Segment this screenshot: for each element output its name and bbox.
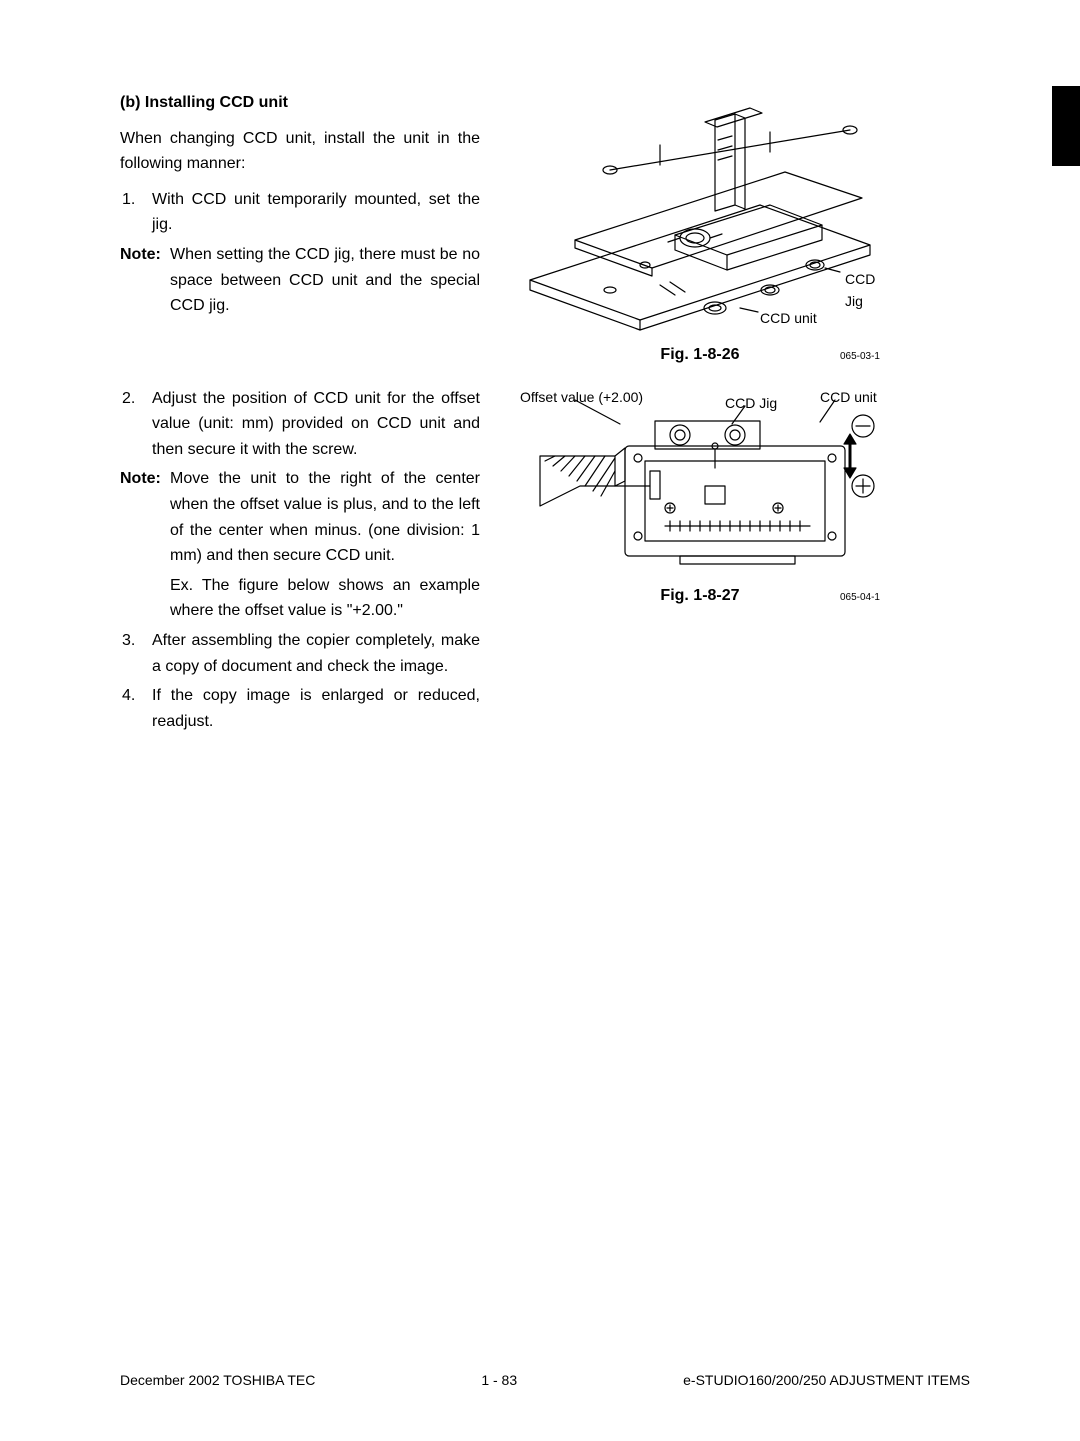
note-body: Move the unit to the right of the center…	[170, 466, 480, 568]
footer-center: 1 - 83	[481, 1369, 517, 1391]
fig2-label-jig: CCD Jig	[725, 392, 777, 414]
footer-right: e-STUDIO160/200/250 ADJUSTMENT ITEMS	[683, 1369, 970, 1391]
page-content: (b) Installing CCD unit When changing CC…	[0, 0, 1080, 778]
fig1-caption: Fig. 1-8-26	[580, 342, 820, 368]
note-body: When setting the CCD jig, there must be …	[170, 242, 480, 319]
text-column: (b) Installing CCD unit When changing CC…	[120, 90, 500, 368]
figure-column-2: Offset value (+2.00) CCD Jig CCD unit	[500, 386, 970, 739]
figure-2-svg	[520, 386, 890, 581]
figure-column-1: CCD Jig CCD unit Fig. 1-8-26 065-03-1	[500, 90, 970, 368]
step-body: With CCD unit temporarily mounted, set t…	[152, 187, 480, 238]
fig2-label-unit: CCD unit	[820, 386, 877, 408]
note-1: Note: When setting the CCD jig, there mu…	[120, 242, 480, 319]
side-tab	[1052, 86, 1080, 166]
note-2-ex: Ex. The figure below shows an example wh…	[120, 573, 480, 624]
fig1-label-jig: CCD Jig	[845, 268, 890, 313]
note-label: Note:	[120, 242, 170, 319]
note-label: Note:	[120, 466, 170, 568]
step-number: 4.	[120, 683, 152, 734]
step-body: After assembling the copier completely, …	[152, 628, 480, 679]
step-2: 2. Adjust the position of CCD unit for t…	[120, 386, 480, 463]
step-1: 1. With CCD unit temporarily mounted, se…	[120, 187, 480, 238]
fig1-label-unit: CCD unit	[760, 307, 817, 329]
step-number: 1.	[120, 187, 152, 238]
note-2: Note: Move the unit to the right of the …	[120, 466, 480, 568]
step-4: 4. If the copy image is enlarged or redu…	[120, 683, 480, 734]
figure-1-svg	[520, 90, 890, 340]
note-ex-body: Ex. The figure below shows an example wh…	[170, 573, 480, 624]
fig2-label-offset: Offset value (+2.00)	[520, 386, 643, 408]
step-body: If the copy image is enlarged or reduced…	[152, 683, 480, 734]
intro-text: When changing CCD unit, install the unit…	[120, 126, 480, 177]
fig2-caption: Fig. 1-8-27	[580, 583, 820, 609]
text-column-2: 2. Adjust the position of CCD unit for t…	[120, 386, 500, 739]
fig1-id: 065-03-1	[820, 349, 880, 365]
step-number: 3.	[120, 628, 152, 679]
step-body: Adjust the position of CCD unit for the …	[152, 386, 480, 463]
fig2-id: 065-04-1	[820, 590, 880, 606]
step-number: 2.	[120, 386, 152, 463]
step-3: 3. After assembling the copier completel…	[120, 628, 480, 679]
footer-left: December 2002 TOSHIBA TEC	[120, 1369, 315, 1391]
section-title: (b) Installing CCD unit	[120, 90, 500, 116]
page-footer: December 2002 TOSHIBA TEC 1 - 83 e-STUDI…	[120, 1369, 970, 1391]
